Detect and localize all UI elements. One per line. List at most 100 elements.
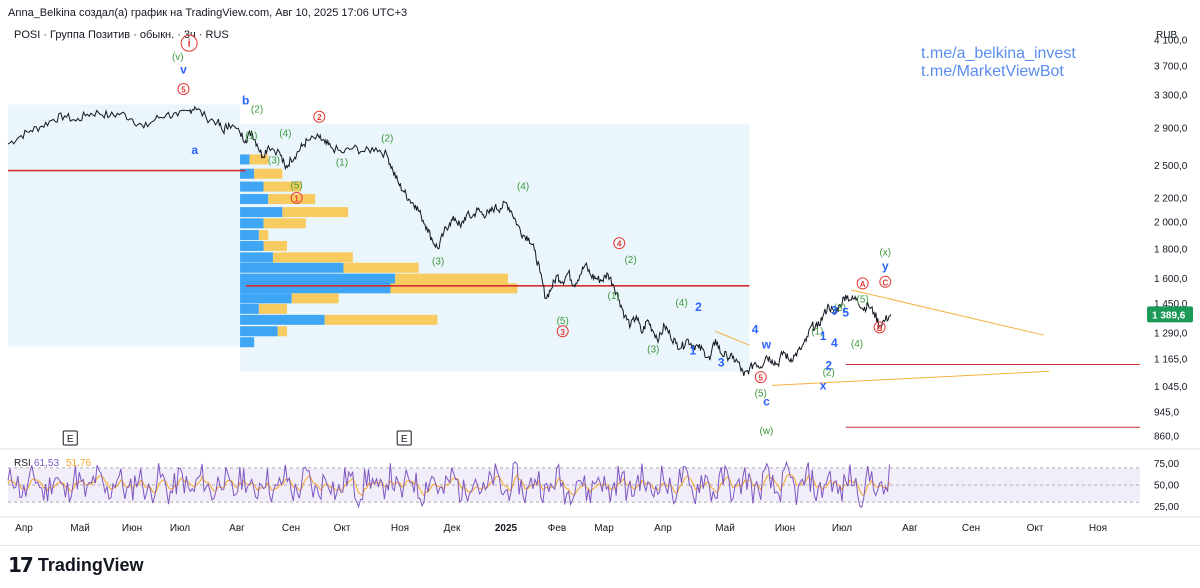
x-axis-tick-label: Июн	[775, 523, 795, 534]
range-box	[8, 104, 241, 347]
wave-label: (v)	[172, 52, 184, 63]
wave-label: (5)	[291, 180, 303, 191]
wave-label: 5	[842, 305, 849, 319]
wave-label: 4	[752, 322, 759, 336]
wave-label: 1	[820, 329, 827, 343]
volume-profile-bar-buy	[240, 154, 250, 165]
wave-label: (2)	[823, 367, 835, 378]
wave-label: (x)	[879, 248, 891, 259]
volume-profile-bar-buy	[240, 230, 259, 241]
tradingview-logo[interactable]: 17 TradingView	[8, 552, 144, 578]
rsi-tick-label: 75,00	[1154, 459, 1179, 470]
wave-label: (5)	[557, 316, 569, 327]
wave-label: a	[191, 143, 198, 157]
wave-label: (2)	[251, 105, 263, 116]
price-series-line[interactable]	[7, 105, 892, 377]
price-tick-label: 1 600,0	[1154, 274, 1188, 285]
tradingview-logo-text: TradingView	[37, 554, 144, 575]
volume-profile-bar-sell	[258, 303, 288, 314]
wave-label: (5)	[755, 389, 767, 400]
wave-label-circle	[177, 83, 190, 96]
wave-label-circle	[754, 371, 767, 384]
volume-profile-bar-buy	[240, 273, 396, 284]
wave-label: x	[820, 378, 827, 392]
wave-label: c	[763, 395, 770, 409]
event-marker[interactable]	[396, 430, 412, 446]
volume-profile-bar-sell	[324, 314, 438, 325]
volume-profile-bar-buy	[240, 262, 344, 273]
price-tick-label: 1 800,0	[1154, 244, 1188, 255]
volume-profile-bar-sell	[258, 230, 269, 241]
volume-profile-bar-buy	[240, 252, 273, 263]
volume-profile-bar-buy	[240, 207, 283, 218]
wave-label-circle	[873, 321, 886, 334]
volume-profile-bar-sell	[272, 252, 353, 263]
currency-label: RUB	[1156, 30, 1177, 41]
wave-label: (5)	[857, 294, 869, 305]
price-tick-label: 2 200,0	[1154, 193, 1188, 204]
wave-label-circle	[313, 110, 326, 123]
price-tick-label: 3 700,0	[1154, 62, 1188, 73]
volume-profile-bar-buy	[240, 240, 264, 251]
x-axis-tick-label: Июн	[122, 523, 142, 534]
trendline[interactable]	[772, 370, 1050, 386]
wave-label: (2)	[624, 255, 636, 266]
wave-label: (3)	[432, 256, 444, 267]
wave-label: 3	[560, 328, 565, 337]
x-axis-tick-label: Окт	[1027, 523, 1044, 534]
x-axis-tick-label: Май	[715, 523, 735, 534]
x-axis-tick-label: Июл	[832, 523, 852, 534]
wave-label-circle	[613, 237, 626, 250]
wave-label: v	[180, 63, 187, 77]
price-tick-label: 1 045,0	[1154, 382, 1188, 393]
wave-label: (3)	[268, 155, 280, 166]
rsi-line[interactable]	[7, 460, 890, 509]
volume-profile-bar-buy	[240, 337, 255, 348]
volume-profile-bar-sell	[263, 240, 288, 251]
wave-label: (2)	[381, 134, 393, 145]
volume-profile-bar-buy	[240, 181, 264, 192]
rsi-title: RSI	[14, 458, 31, 469]
rsi-value: 61,53	[34, 458, 59, 469]
wave-label: (1)	[245, 131, 257, 142]
x-axis-tick-label: Ноя	[1089, 523, 1107, 534]
wave-label: 5	[181, 86, 186, 95]
event-marker-label: E	[401, 434, 408, 445]
price-tick-label: 2 500,0	[1154, 161, 1188, 172]
event-marker[interactable]	[62, 430, 78, 446]
trendline[interactable]	[715, 330, 750, 346]
volume-profile-bar-sell	[291, 293, 339, 304]
symbol-title: POSI · Группа Позитив · обыкн. · 3ч · RU…	[14, 29, 229, 41]
wave-label-circle	[879, 275, 892, 288]
wave-label: (1)	[811, 326, 823, 337]
wave-label: (4)	[851, 339, 863, 350]
volume-profile-bar-sell	[254, 168, 283, 179]
telegram-link-2[interactable]: t.me/MarketViewBot	[921, 63, 1064, 80]
wave-label: 3	[831, 304, 838, 318]
volume-profile-bar-sell	[390, 283, 518, 294]
wave-label: (4)	[675, 298, 687, 309]
wave-label: (1)	[608, 291, 620, 302]
wave-label: y	[882, 259, 889, 273]
rsi-tick-label: 50,00	[1154, 481, 1179, 492]
volume-profile-bar-sell	[277, 326, 288, 337]
wave-label: 4	[617, 240, 622, 249]
wave-label: (w)	[759, 426, 773, 437]
price-tick-label: 860,0	[1154, 431, 1179, 442]
x-axis-tick-label: Апр	[654, 523, 672, 534]
volume-profile-bar-sell	[282, 207, 349, 218]
tradingview-logo-icon: 17	[8, 553, 34, 577]
footer-divider	[0, 545, 1200, 546]
event-marker-label: E	[67, 434, 74, 445]
wave-label-circle	[290, 191, 303, 204]
wave-label: (3)	[834, 303, 846, 314]
telegram-link-1[interactable]: t.me/a_belkina_invest	[921, 45, 1076, 62]
volume-profile-bar-buy	[240, 314, 325, 325]
volume-profile-bar-buy	[240, 293, 292, 304]
wave-label: b	[242, 94, 249, 108]
wave-label: 2	[695, 300, 702, 314]
wave-label-circle	[556, 325, 569, 338]
trendline[interactable]	[851, 289, 1044, 336]
wave-label: 4	[831, 336, 838, 350]
